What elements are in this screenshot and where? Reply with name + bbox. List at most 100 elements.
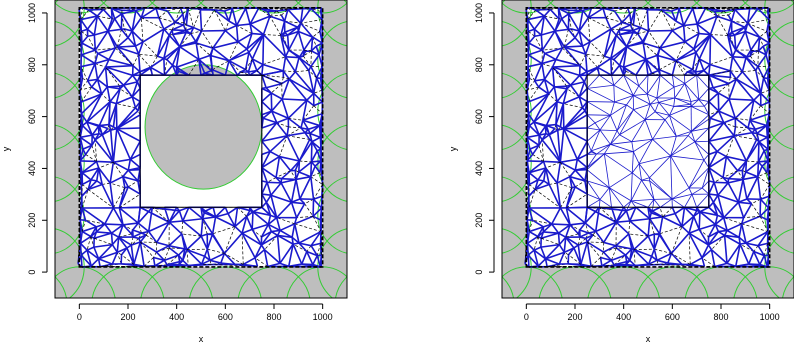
triangulation-edge — [303, 36, 314, 51]
triangulation-edge — [728, 78, 737, 100]
triangulation-edge — [538, 125, 547, 136]
triangulation-edge-dashed — [181, 220, 184, 234]
triangulation-edge — [745, 57, 757, 71]
triangulation-edge-dashed — [166, 254, 179, 266]
triangulation-edge — [609, 187, 632, 202]
triangulation-edge — [116, 96, 133, 105]
triangulation-edge — [746, 8, 751, 24]
triangulation-edge — [132, 229, 142, 234]
triangulation-edge — [603, 34, 617, 57]
triangulation-edge — [251, 211, 254, 230]
triangulation-edge — [533, 249, 540, 267]
triangulation-edge — [684, 194, 693, 208]
triangulation-edge — [122, 169, 129, 178]
triangulation-edge — [584, 54, 588, 72]
triangulation-edge-dashed — [310, 172, 321, 178]
triangulation-edge — [760, 101, 770, 107]
triangulation-edge — [548, 184, 562, 209]
triangulation-edge — [718, 229, 728, 233]
triangulation-edge-dashed — [117, 252, 122, 256]
triangulation-edge — [171, 24, 184, 31]
triangulation-edge-dashed — [637, 30, 649, 34]
triangulation-edge — [656, 86, 675, 99]
triangulation-edge — [261, 70, 284, 76]
triangulation-edge — [135, 9, 142, 19]
triangulation-edge — [94, 58, 110, 65]
x-tick-label: 600 — [218, 312, 233, 322]
triangulation-edge — [596, 67, 601, 76]
triangulation-edge — [658, 102, 670, 116]
triangulation-edge — [675, 8, 681, 22]
triangulation-edge — [701, 244, 710, 259]
triangulation-edge — [619, 34, 628, 48]
triangulation-edge — [291, 223, 296, 238]
triangulation-edge — [744, 22, 749, 28]
triangulation-edge — [137, 207, 141, 224]
triangulation-edge — [574, 37, 584, 47]
triangulation-edge — [645, 58, 660, 72]
triangulation-edge — [154, 259, 165, 267]
triangulation-edge — [603, 241, 617, 247]
triangulation-edge — [554, 18, 563, 32]
triangulation-edge — [276, 230, 281, 236]
triangulation-edge — [696, 23, 711, 36]
triangulation-edge — [587, 127, 601, 131]
triangulation-edge — [310, 37, 314, 51]
triangulation-edge — [558, 7, 570, 15]
triangulation-edge — [182, 217, 203, 222]
triangulation-edge — [579, 65, 588, 73]
triangulation-edge — [562, 88, 568, 104]
triangulation-edge — [623, 74, 634, 96]
triangulation-edge-dashed — [313, 184, 323, 200]
triangulation-edge — [189, 33, 197, 42]
triangulation-edge-dashed — [587, 17, 591, 42]
triangulation-edge — [552, 66, 572, 86]
triangulation-edge — [577, 245, 582, 265]
triangulation-edge — [79, 160, 83, 173]
boundary-circle — [317, 21, 347, 99]
triangulation-edge — [185, 26, 194, 32]
triangulation-edge — [712, 82, 729, 89]
triangulation-edge — [310, 242, 321, 247]
triangulation-edge — [177, 248, 186, 256]
triangulation-edge — [302, 119, 320, 127]
triangulation-edge — [703, 154, 710, 161]
triangulation-edge — [610, 28, 617, 36]
triangulation-edge — [659, 198, 673, 208]
triangulation-edge — [742, 179, 748, 200]
triangulation-edge — [265, 194, 272, 203]
triangulation-edge — [573, 247, 582, 265]
triangulation-edge — [649, 104, 656, 112]
triangulation-edge — [526, 78, 531, 91]
triangulation-edge — [310, 54, 320, 67]
triangulation-edge — [234, 207, 239, 227]
triangulation-edge — [734, 99, 755, 119]
triangulation-edge — [116, 247, 128, 254]
boundary-circle — [502, 276, 514, 298]
triangulation-edge — [526, 219, 531, 232]
triangulation-edge — [618, 46, 628, 66]
triangulation-edge — [148, 231, 158, 243]
triangulation-edge — [708, 234, 726, 246]
triangulation-edge — [754, 70, 762, 94]
triangulation-edge-dashed — [313, 89, 323, 94]
triangulation-edge — [647, 207, 651, 219]
triangulation-edge — [656, 47, 661, 56]
triangulation-edge — [86, 101, 111, 123]
triangulation-edge — [244, 52, 250, 70]
triangulation-edge — [105, 66, 133, 77]
triangulation-edge — [252, 58, 264, 66]
triangulation-edge — [287, 117, 302, 129]
triangulation-edge-dashed — [574, 180, 586, 188]
triangulation-edge — [683, 23, 698, 27]
triangulation-edge — [738, 236, 747, 244]
triangulation-edge — [569, 74, 581, 86]
triangulation-edge-dashed — [195, 42, 211, 56]
triangulation-edge — [647, 256, 653, 265]
triangulation-edge — [212, 207, 217, 218]
triangulation-edge — [656, 259, 669, 264]
triangulation-edge — [762, 46, 767, 56]
triangulation-edge — [662, 216, 683, 228]
triangulation-edge — [589, 28, 612, 43]
